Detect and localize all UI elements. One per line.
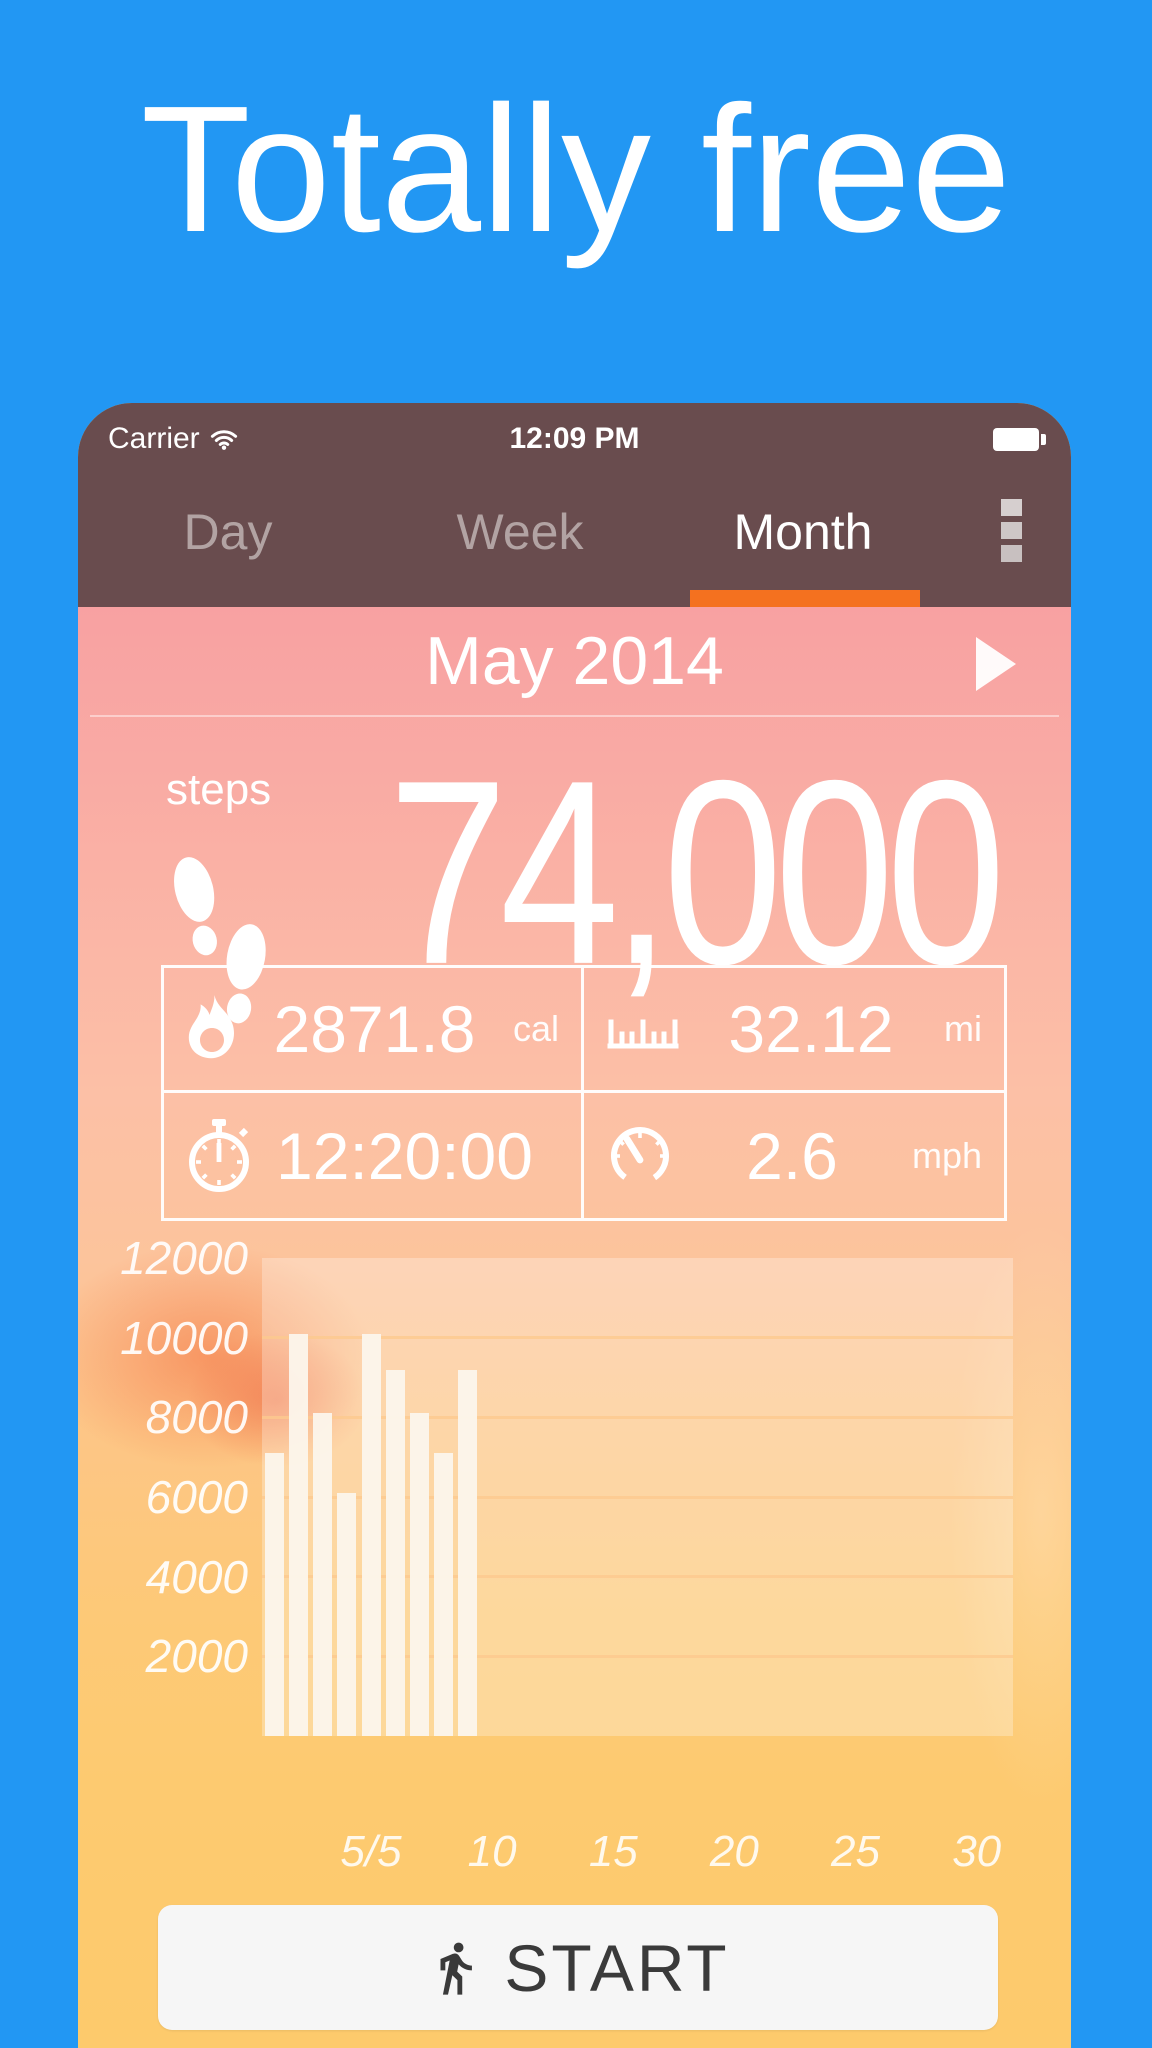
carrier-label: Carrier bbox=[108, 422, 200, 455]
ruler-icon bbox=[606, 1008, 680, 1050]
divider bbox=[90, 715, 1059, 717]
footprints-icon bbox=[170, 845, 274, 1061]
chart-bar bbox=[264, 1453, 284, 1736]
speed-unit: mph bbox=[911, 1134, 982, 1176]
x-axis-tick-label: 15 bbox=[588, 1827, 638, 1876]
x-axis-tick-label: 5/5 bbox=[340, 1827, 402, 1876]
chart-gridline bbox=[262, 1336, 1013, 1340]
steps-label: steps bbox=[166, 765, 272, 814]
chart-bar bbox=[337, 1493, 357, 1736]
chart-bar bbox=[410, 1413, 429, 1736]
chart-gridline bbox=[262, 1415, 1013, 1419]
fire-icon bbox=[186, 995, 238, 1063]
chart-gridline bbox=[262, 1654, 1013, 1658]
stat-cell-calories: 2871.8 cal bbox=[164, 968, 584, 1093]
chart-bar bbox=[361, 1333, 381, 1736]
chart-bar bbox=[288, 1333, 308, 1736]
distance-value: 32.12 bbox=[728, 992, 894, 1066]
clock-label: 12:09 PM bbox=[509, 422, 640, 455]
stat-cell-speed: 2.6 mph bbox=[584, 1093, 1004, 1218]
steps-total-value: 74,000 bbox=[388, 724, 1006, 1019]
duration-value: 12:20:00 bbox=[276, 1118, 533, 1193]
next-month-arrow-icon[interactable] bbox=[976, 637, 1016, 691]
month-title: May 2014 bbox=[425, 623, 724, 699]
y-axis-tick-label: 12000 bbox=[120, 1232, 248, 1284]
tab-week[interactable]: Week bbox=[456, 504, 584, 560]
month-summary-screen: May 2014 steps 74,000 bbox=[78, 607, 1071, 2048]
speed-value: 2.6 bbox=[746, 1118, 838, 1193]
chart-bar bbox=[434, 1453, 454, 1736]
walking-person-icon bbox=[426, 1939, 484, 1997]
y-axis-tick-label: 10000 bbox=[120, 1311, 248, 1364]
stat-cell-duration: 12:20:00 bbox=[164, 1093, 584, 1218]
y-axis-tick-label: 4000 bbox=[145, 1550, 248, 1603]
chart-bar bbox=[458, 1369, 478, 1736]
calories-value: 2871.8 bbox=[273, 992, 476, 1066]
x-axis-tick-label: 20 bbox=[709, 1827, 759, 1876]
x-axis-tick-label: 25 bbox=[831, 1827, 880, 1876]
chart-bar bbox=[313, 1413, 333, 1736]
y-axis-tick-label: 8000 bbox=[145, 1391, 248, 1444]
top-bars-background: Carrier 12:09 PM Day Week Month bbox=[78, 403, 1071, 607]
stat-cell-distance: 32.12 mi bbox=[584, 968, 1004, 1093]
y-axis-tick-label: 2000 bbox=[145, 1630, 248, 1683]
promo-headline: Totally free bbox=[140, 69, 1012, 270]
tab-day[interactable]: Day bbox=[183, 504, 273, 560]
x-axis-tick-label: 30 bbox=[952, 1827, 1002, 1876]
battery-icon bbox=[993, 428, 1046, 451]
status-bar: Carrier 12:09 PM bbox=[78, 403, 1071, 475]
active-tab-underline bbox=[690, 590, 920, 607]
distance-unit: mi bbox=[944, 1008, 982, 1049]
x-axis-tick-label: 10 bbox=[467, 1827, 517, 1876]
y-axis-tick-label: 6000 bbox=[145, 1471, 248, 1523]
speedometer-icon bbox=[606, 1124, 674, 1188]
start-button-label: START bbox=[504, 1930, 730, 2005]
chart-gridline bbox=[262, 1575, 1013, 1579]
stats-grid: 2871.8 cal bbox=[161, 965, 1007, 1221]
start-button[interactable]: START bbox=[158, 1905, 998, 2030]
wifi-icon bbox=[210, 428, 238, 450]
calories-unit: cal bbox=[512, 1008, 559, 1049]
stopwatch-icon bbox=[186, 1118, 252, 1194]
tab-month[interactable]: Month bbox=[733, 504, 873, 560]
chart-bar bbox=[385, 1369, 405, 1736]
month-navigation: May 2014 bbox=[78, 615, 1071, 707]
phone-frame: Carrier 12:09 PM Day Week Month bbox=[78, 403, 1071, 2048]
tab-bar: Day Week Month bbox=[78, 475, 1071, 607]
vertical-ellipsis-menu-icon[interactable] bbox=[1001, 499, 1023, 568]
chart-gridline bbox=[262, 1495, 1013, 1499]
